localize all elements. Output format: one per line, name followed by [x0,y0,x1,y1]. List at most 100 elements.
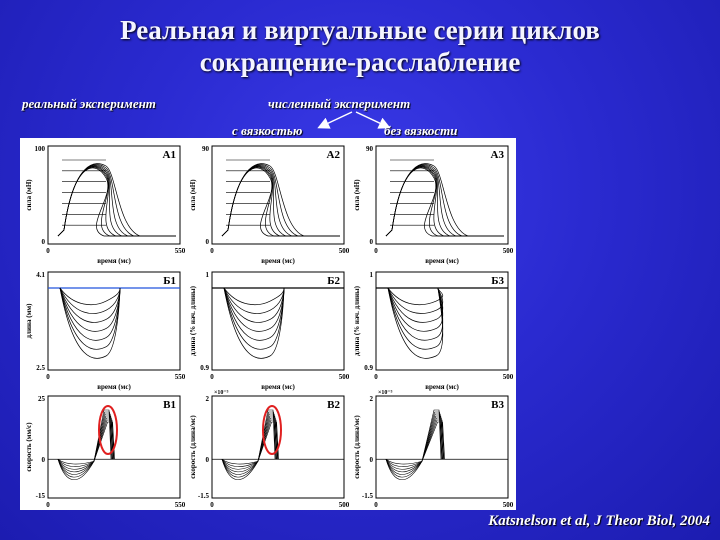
velocity-curve-C2-1 [221,411,340,467]
ytick-bottom-B2: 0.9 [200,364,209,372]
xlabel-B2: время (мс) [261,383,295,391]
panel-label-C1: B1 [163,399,176,411]
exponent-C2: ×10⁻³ [214,390,229,396]
length-curve-B1-1 [59,287,121,314]
velocity-curve-C3-4 [385,417,504,475]
length-curve-B2-3 [223,287,285,332]
length-curve-B2-0 [223,287,285,306]
xtick-left-B2: 0 [210,373,214,381]
velocity-curve-C3-2 [385,413,504,470]
length-curve-B1-3 [59,287,121,332]
velocity-curve-C2-6 [221,421,340,480]
length-curve-B2-4 [223,287,285,341]
velocity-curve-C1-5 [57,419,176,478]
panel-frame-A3 [375,145,509,245]
panel-frame-C1 [47,395,181,499]
velocity-curve-C1-3 [57,415,176,473]
ytick-top-B3: 1 [370,271,374,279]
xtick-right-B3: 500 [503,373,514,381]
length-curve-B3-5 [387,287,444,350]
ytick-zero-C1: 0 [42,456,46,464]
xtick-left-C3: 0 [374,501,378,509]
panel-frame-A1 [47,145,181,245]
citation: Katsnelson et al, J Theor Biol, 2004 [488,513,710,529]
velocity-curve-C2-4 [221,417,340,475]
length-curve-B1-6 [59,287,121,359]
velocity-curve-C1-1 [57,411,176,467]
ylabel-C3: скорость (длина/мс) [353,415,361,479]
ylabel-B2: длина (% нач. длины) [189,285,197,356]
panel-frame-B3 [375,271,509,371]
ytick-bottom-C3: -1.5 [362,492,374,500]
xlabel-B1: время (мс) [97,383,131,391]
force-curve-A2-5 [221,167,340,237]
arrow-to-without-viscosity [355,111,391,129]
ytick-top-A3: 90 [366,145,374,153]
ylabel-B1: длина (мм) [25,303,33,339]
ytick-bottom-B3: 0.9 [364,364,373,372]
xtick-right-C1: 550 [175,501,186,509]
panel-label-C2: B2 [327,399,340,411]
panel-label-A2: A2 [327,149,341,161]
panel-frame-C2 [211,395,345,499]
panel-frame-C3 [375,395,509,499]
panel-label-B1: Б1 [163,275,176,287]
force-curve-A2-4 [221,166,340,237]
ylabel-A1: сила (мН) [25,179,33,211]
xtick-left-A2: 0 [210,247,214,255]
velocity-curve-C1-4 [57,417,176,475]
panel-label-A1: A1 [163,149,176,161]
title-line-2: сокращение-расслабление [199,47,521,77]
slide-title: Реальная и виртуальные серии циклов сокр… [60,14,660,78]
length-curve-B1-0 [59,287,121,306]
label-real-experiment: реальный эксперимент [22,96,156,111]
xlabel-B3: время (мс) [425,383,459,391]
ytick-top-B2: 1 [206,271,210,279]
panel-label-A3: A3 [491,149,505,161]
ytick-top-C3: 2 [370,395,374,403]
length-curve-B2-2 [223,287,285,323]
ytick-top-A1: 100 [35,145,46,153]
force-curve-A2-6 [221,167,340,237]
ytick-top-B1: 4.1 [36,271,45,279]
ylabel-A3: сила (мН) [353,179,361,211]
velocity-curve-C2-0 [221,409,340,465]
xtick-right-C3: 500 [503,501,514,509]
xlabel-A2: время (мс) [261,257,295,265]
xtick-right-A1: 550 [175,247,186,255]
force-curve-A1-3 [57,165,176,237]
length-curve-B1-2 [59,287,121,323]
highlight-ellipse-C1 [98,405,118,455]
label-numeric-experiment: численный эксперимент [268,96,411,111]
force-curve-A1-6 [57,167,176,237]
panel-frame-A2 [211,145,345,245]
arrow-to-with-viscosity [317,111,353,129]
length-curve-B2-6 [223,287,285,359]
velocity-curve-C3-5 [385,419,504,478]
velocity-curve-C2-3 [221,415,340,473]
ytick-bottom-A3: 0 [370,238,374,246]
label-with-viscosity: с вязкостью [232,123,303,138]
force-curve-A3-3 [385,165,504,237]
ytick-bottom-A1: 0 [42,238,46,246]
force-curve-A3-5 [385,167,504,237]
velocity-curve-C1-2 [57,413,176,470]
panel-label-B3: Б3 [491,275,504,287]
ylabel-C1: скорость (мм/с) [25,422,33,472]
length-curve-B1-4 [59,287,121,341]
length-curve-B3-6 [387,287,444,359]
xtick-left-B1: 0 [46,373,50,381]
xtick-right-B2: 500 [339,373,350,381]
panel-frame-B2 [211,271,345,371]
figure-panels: A1 100 0 0 550 время (мс) сила (мН) A2 90 0 0 500 вр… [20,138,516,519]
ylabel-A2: сила (мН) [189,179,197,211]
ytick-bottom-B1: 2.5 [36,364,45,372]
velocity-curve-C2-5 [221,419,340,478]
velocity-curve-C3-6 [385,421,504,480]
xtick-left-C2: 0 [210,501,214,509]
velocity-curve-C3-3 [385,415,504,473]
velocity-curve-C1-6 [57,421,176,480]
exponent-C3: ×10⁻³ [378,390,393,396]
